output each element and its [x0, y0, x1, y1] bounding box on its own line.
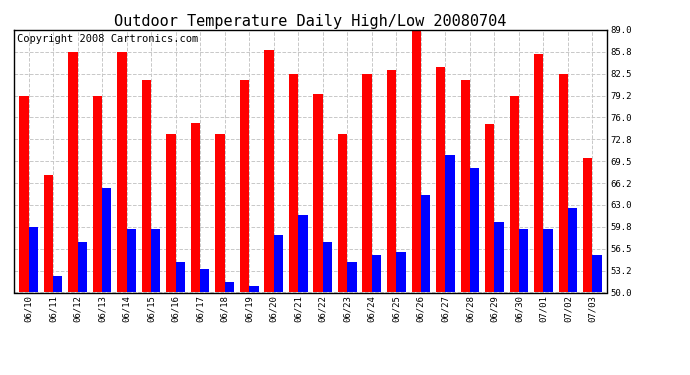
Bar [347, 262, 357, 292]
Bar [372, 255, 381, 292]
Bar [102, 188, 111, 292]
Bar [593, 255, 602, 292]
Bar [53, 276, 62, 292]
Bar [583, 158, 593, 292]
Bar [166, 134, 176, 292]
Bar [313, 94, 323, 292]
Bar [142, 81, 151, 292]
Title: Outdoor Temperature Daily High/Low 20080704: Outdoor Temperature Daily High/Low 20080… [115, 14, 506, 29]
Bar [544, 228, 553, 292]
Bar [436, 67, 445, 292]
Bar [485, 124, 495, 292]
Bar [519, 228, 529, 292]
Bar [191, 123, 200, 292]
Bar [298, 215, 308, 292]
Bar [396, 252, 406, 292]
Bar [151, 228, 161, 292]
Bar [68, 51, 77, 292]
Bar [470, 168, 479, 292]
Bar [411, 30, 421, 292]
Bar [77, 242, 87, 292]
Bar [225, 282, 234, 292]
Bar [559, 74, 568, 292]
Bar [249, 286, 259, 292]
Bar [215, 134, 225, 292]
Bar [264, 50, 274, 292]
Bar [126, 228, 136, 292]
Bar [43, 175, 53, 292]
Bar [445, 154, 455, 292]
Bar [421, 195, 430, 292]
Bar [28, 226, 38, 292]
Bar [338, 134, 347, 292]
Text: Copyright 2008 Cartronics.com: Copyright 2008 Cartronics.com [17, 34, 198, 44]
Bar [362, 74, 372, 292]
Bar [510, 96, 519, 292]
Bar [92, 96, 102, 292]
Bar [289, 74, 298, 292]
Bar [117, 51, 126, 292]
Bar [495, 222, 504, 292]
Bar [240, 81, 249, 292]
Bar [568, 209, 578, 292]
Bar [460, 81, 470, 292]
Bar [176, 262, 185, 292]
Bar [387, 70, 396, 292]
Bar [274, 235, 283, 292]
Bar [534, 54, 544, 292]
Bar [323, 242, 332, 292]
Bar [200, 269, 210, 292]
Bar [19, 96, 28, 292]
